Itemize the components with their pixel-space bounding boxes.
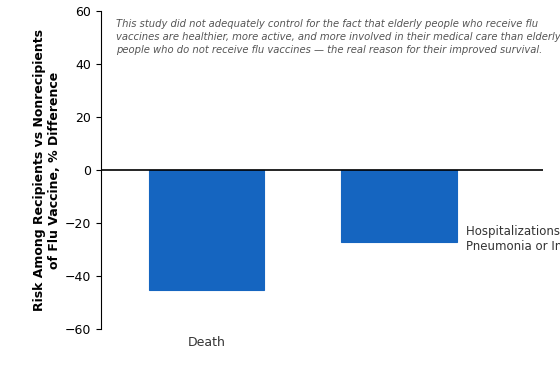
- Text: Death: Death: [188, 336, 226, 349]
- Bar: [149, 170, 264, 290]
- Y-axis label: Risk Among Recipients vs Nonrecipients
of Flu Vaccine, % Difference: Risk Among Recipients vs Nonrecipients o…: [32, 29, 60, 311]
- Text: Hospitalizations for
Pneumonia or Influenza: Hospitalizations for Pneumonia or Influe…: [466, 225, 560, 253]
- Text: This study did not adequately control for the fact that elderly people who recei: This study did not adequately control fo…: [116, 19, 560, 55]
- Bar: [341, 170, 456, 242]
